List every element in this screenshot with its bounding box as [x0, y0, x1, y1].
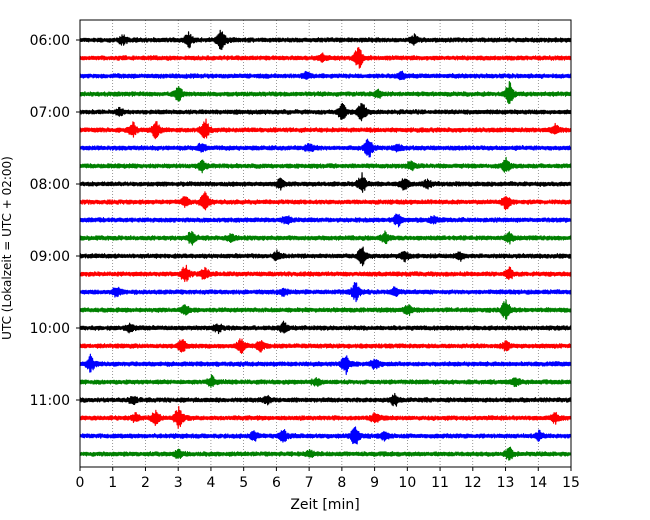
y-axis-ticks: 06:00 07:00 08:00 09:00 10:00 11:00 [30, 33, 80, 409]
x-tick-label: 15 [562, 475, 580, 491]
x-tick-label: 14 [529, 475, 547, 491]
x-tick-label: 4 [206, 475, 215, 491]
seismic-trace [79, 374, 572, 389]
x-tick-label: 11 [431, 475, 449, 491]
seismic-trace [79, 405, 572, 429]
y-tick-label: 11:00 [30, 393, 70, 409]
x-tick-label: 12 [464, 475, 482, 491]
x-tick-label: 3 [174, 475, 183, 491]
x-tick-label: 6 [272, 475, 281, 491]
x-axis-ticks: 0 1 2 3 4 5 6 7 8 9 10 11 12 13 14 15 [76, 467, 580, 491]
seismic-trace [79, 47, 572, 69]
seismic-trace [79, 230, 572, 246]
seismic-trace [79, 80, 572, 105]
x-tick-label: 7 [305, 475, 314, 491]
seismic-trace [79, 102, 572, 122]
seismic-trace [79, 118, 572, 140]
x-tick-label: 2 [141, 475, 150, 491]
seismic-trace [79, 338, 572, 354]
seismic-trace [79, 392, 572, 407]
seismic-trace [79, 29, 572, 51]
seismic-trace [79, 213, 572, 228]
seismic-trace [79, 353, 572, 376]
y-tick-label: 06:00 [30, 33, 70, 49]
y-tick-label: 08:00 [30, 177, 70, 193]
y-tick-label: 10:00 [30, 321, 70, 337]
grid-lines [112, 20, 539, 467]
seismic-trace [79, 246, 572, 267]
seismic-trace [79, 156, 572, 174]
x-axis-label: Zeit [min] [290, 497, 359, 513]
seismic-trace [79, 281, 572, 303]
trace-group [79, 29, 572, 461]
seismic-trace [79, 320, 572, 335]
y-tick-label: 07:00 [30, 105, 70, 121]
seismic-trace [79, 172, 572, 193]
seismic-trace [79, 264, 572, 283]
x-tick-label: 8 [337, 475, 346, 491]
seismic-trace [79, 446, 572, 461]
seismic-trace [79, 191, 572, 211]
y-axis-label: UTC (Lokalzeit = UTC + 02:00) [0, 156, 14, 340]
seismic-trace [79, 70, 572, 81]
seismic-trace [79, 426, 572, 445]
x-tick-label: 9 [370, 475, 379, 491]
seismic-trace [79, 299, 572, 320]
y-tick-label: 09:00 [30, 249, 70, 265]
plot-frame [79, 19, 572, 468]
x-tick-label: 0 [76, 475, 85, 491]
x-tick-label: 5 [239, 475, 248, 491]
seismic-trace [79, 138, 572, 158]
x-tick-label: 10 [398, 475, 416, 491]
x-tick-label: 1 [108, 475, 117, 491]
x-tick-label: 13 [497, 475, 515, 491]
